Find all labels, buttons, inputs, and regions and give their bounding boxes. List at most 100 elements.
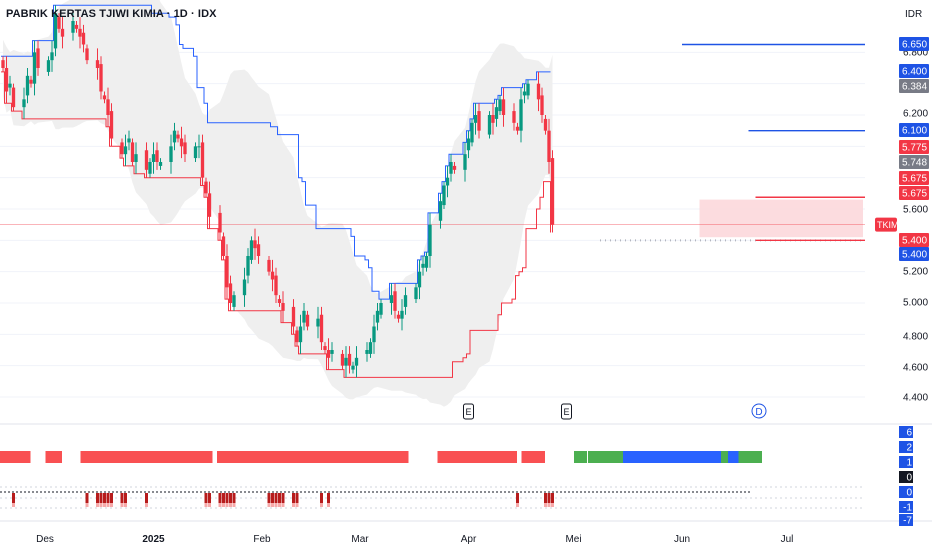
candle-body <box>375 310 380 323</box>
candle <box>326 338 331 370</box>
candle <box>8 75 12 96</box>
oscillator-bar-negative <box>145 493 148 507</box>
candle <box>368 338 373 358</box>
candle-body <box>473 115 478 123</box>
indicator-label-box <box>899 471 913 483</box>
x-tick-label: Apr <box>461 534 477 545</box>
candle <box>106 87 110 127</box>
indicator-axis-label: -7 <box>899 514 913 527</box>
candle <box>281 291 285 323</box>
candle-body <box>354 357 359 366</box>
candle-body <box>330 350 334 354</box>
candle <box>393 283 397 319</box>
candle <box>543 115 548 135</box>
oscillator-bar-negative <box>110 493 113 507</box>
candle-body <box>155 150 159 162</box>
oscillator-bar-negative <box>295 493 299 507</box>
candle-body <box>393 291 397 311</box>
earnings-marker-box <box>561 403 572 420</box>
oscillator-bar-negative-tail <box>327 503 330 507</box>
indicator-panel <box>0 451 865 509</box>
candle-body <box>249 240 254 260</box>
candle-body <box>543 118 548 131</box>
indicator-axis-label: 6 <box>899 426 913 439</box>
candle-body <box>144 150 149 170</box>
candle <box>36 40 40 76</box>
price-label-blue-level: 6.650 <box>899 37 929 51</box>
candle <box>466 130 471 159</box>
oscillator-bar-negative <box>232 493 236 507</box>
event-marker-label: E <box>563 407 569 417</box>
price-label-text: 6.100 <box>902 126 927 137</box>
event-marker-D[interactable]: D <box>751 403 767 419</box>
oscillator-bar-negative-tail <box>222 503 225 507</box>
currency-label[interactable]: IDR <box>905 9 923 20</box>
oscillator-bar-negative-tail <box>110 503 113 507</box>
oscillator-bar-negative <box>103 493 106 507</box>
oscillator-bar-negative <box>551 493 554 507</box>
indicator-label-text: 2 <box>906 443 912 454</box>
symbol-tag-text: TKIM <box>877 220 899 230</box>
oscillator-bar-negative-tail <box>551 503 554 507</box>
price-axis[interactable]: 6.800 6.200 5.600 5.200 5.000 4.800 4.600 4.400… <box>875 37 929 527</box>
candle-body <box>134 154 138 162</box>
candle <box>218 205 222 241</box>
oscillator-bar-negative <box>225 493 229 507</box>
candle <box>417 259 422 300</box>
candle-body <box>71 21 75 33</box>
oscillator-bar-negative-tail <box>99 503 103 507</box>
price-label-box <box>899 123 929 137</box>
candle-body <box>50 52 54 61</box>
oscillator-bar-negative-tail <box>204 503 208 507</box>
oscillator-bar-negative-tail <box>218 503 222 507</box>
candle <box>442 181 446 209</box>
event-marker-E[interactable]: E <box>561 403 572 420</box>
oscillator-bar-negative <box>267 493 271 507</box>
indicator-label-text: 6 <box>906 428 912 439</box>
horizontal-levels <box>682 43 865 242</box>
candle-body <box>302 310 306 323</box>
candle-body <box>197 146 201 148</box>
candle <box>414 283 418 303</box>
candle-body <box>204 181 208 194</box>
chart-title: PABRIK KERTAS TJIWI KIMIA · 1D · IDX <box>6 8 217 20</box>
candle-body <box>470 122 474 143</box>
oscillator-bar-negative <box>271 493 274 507</box>
candle <box>25 68 30 104</box>
candle-body <box>25 75 30 96</box>
candle <box>526 79 530 100</box>
oscillator-bar-negative-tail <box>106 503 110 507</box>
candle-body <box>228 283 233 303</box>
candle <box>158 158 163 170</box>
price-label-red-level: 5.675 <box>899 186 929 200</box>
candle <box>1 56 5 72</box>
candle <box>183 134 187 162</box>
candle-body <box>344 357 348 366</box>
candle-body <box>22 99 26 108</box>
candle <box>547 118 551 174</box>
candle <box>172 122 177 151</box>
oscillator-bar-negative <box>218 493 222 507</box>
oscillator-bar-negative <box>320 493 323 507</box>
candle-body <box>316 318 320 327</box>
oscillator-bar-negative-tail <box>103 503 106 507</box>
candle <box>193 142 198 162</box>
y-tick-label: 5.000 <box>903 298 928 309</box>
candle-body <box>277 299 282 303</box>
trend-segment-bull <box>738 451 762 463</box>
candle <box>102 91 107 104</box>
oscillator-bar-negative <box>124 493 127 507</box>
candle-body <box>379 303 383 315</box>
price-channels <box>1 4 551 378</box>
candle-body <box>519 99 523 131</box>
time-axis[interactable]: Des 2025 Feb Mar Apr Mei Jun Jul <box>36 534 793 545</box>
candle <box>470 118 474 147</box>
candle <box>302 303 306 331</box>
candle <box>445 165 450 198</box>
y-tick-label: 5.200 <box>903 267 928 278</box>
event-marker-E[interactable]: E <box>463 403 474 420</box>
candle <box>232 291 236 311</box>
oscillator-bar-negative <box>516 493 519 507</box>
candle <box>22 87 26 119</box>
oscillator-bar-negative-tail <box>145 503 148 507</box>
